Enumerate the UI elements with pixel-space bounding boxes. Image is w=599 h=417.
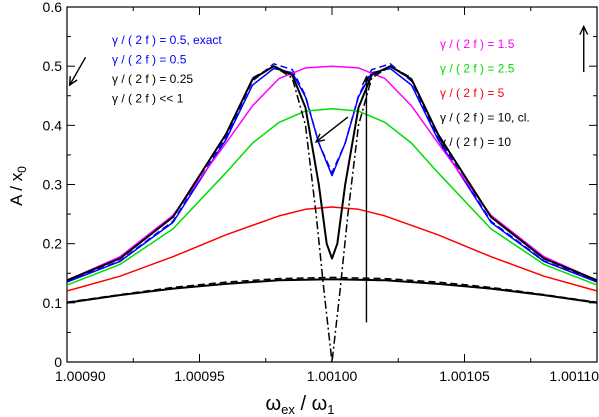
x-axis-label: ωex / ω1 (266, 393, 335, 417)
curves-layer (66, 63, 598, 363)
x-tick-label: 1.00095 (174, 368, 225, 384)
y-tick-label: 0.4 (43, 117, 63, 133)
x-ticks: 1.00090 1.00095 1.00100 1.00105 1.00110 (55, 7, 599, 384)
y-axis-label: A / x0 (7, 166, 29, 206)
arrow-2 (314, 116, 349, 143)
y-tick-label: 0.5 (43, 58, 63, 74)
legend-entry: γ / ( 2 f ) = 0.5, exact (112, 33, 222, 47)
legend-entry: γ / ( 2 f ) = 10, cl. (440, 111, 530, 125)
y-ticks: 0 0.1 0.2 0.3 0.4 0.5 0.6 (43, 0, 597, 370)
series-line-9 (66, 276, 598, 303)
arrow-1 (68, 56, 87, 87)
x-tick-label: 1.00090 (55, 368, 106, 384)
legend-right: γ / ( 2 f ) = 1.5 γ / ( 2 f ) = 2.5 γ / ( … (440, 37, 530, 149)
legend-left: γ / ( 2 f ) = 0.5, exact γ / ( 2 f ) = 0.… (112, 33, 222, 106)
series-line-2 (66, 67, 598, 283)
y-tick-label: 0.3 (43, 177, 63, 193)
legend-entry: γ / ( 2 f ) = 0.5 (112, 53, 187, 67)
series-line-1 (66, 63, 598, 283)
x-tick-label: 1.00105 (439, 368, 490, 384)
y-tick-label: 0.2 (43, 236, 63, 252)
arrow-3 (361, 75, 371, 323)
y-tick-label: 0 (54, 354, 62, 370)
legend-entry: γ / ( 2 f ) = 1.5 (440, 37, 515, 51)
legend-entry: γ / ( 2 f ) = 10 (440, 135, 511, 149)
series-line-4 (66, 108, 598, 286)
legend-entry: γ / ( 2 f ) = 0.25 (112, 72, 193, 86)
arrows-layer (68, 24, 589, 323)
legend-entry: γ / ( 2 f ) << 1 (112, 92, 184, 106)
y-tick-label: 0.1 (43, 295, 63, 311)
legend-entry: γ / ( 2 f ) = 2.5 (440, 62, 515, 76)
y-tick-label: 0.6 (43, 0, 63, 15)
legend-entry: γ / ( 2 f ) = 5 (440, 86, 505, 100)
series-line-5 (66, 206, 598, 292)
series-line-6 (66, 65, 598, 282)
x-tick-label: 1.00100 (307, 368, 358, 384)
arrow-4 (579, 24, 589, 73)
series-line-7 (252, 65, 412, 363)
x-tick-label: 1.00110 (549, 368, 599, 384)
series-line-8 (66, 278, 598, 304)
